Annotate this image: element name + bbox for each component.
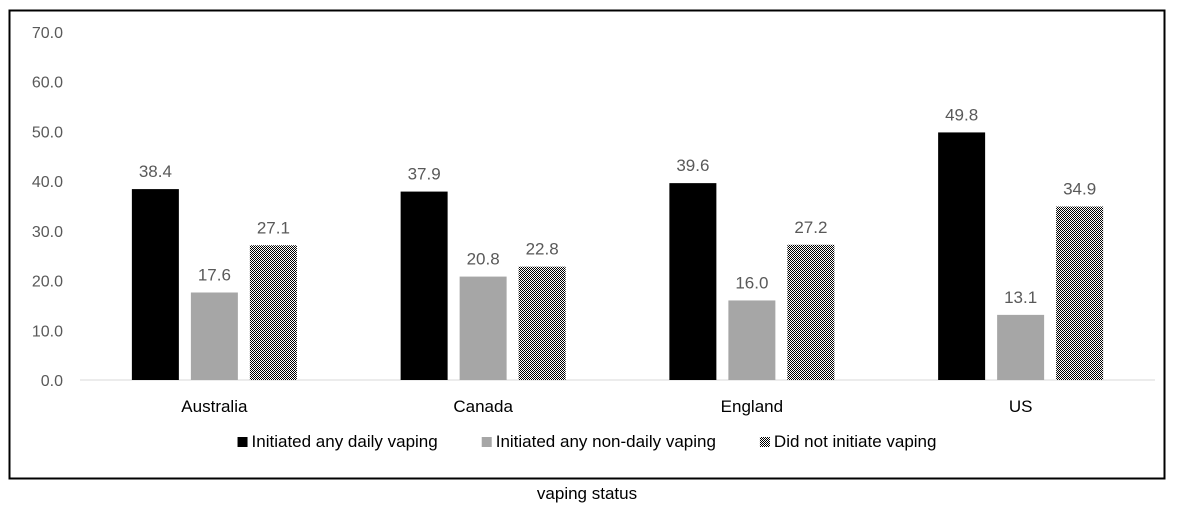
data-label: 17.6 (198, 266, 231, 285)
bar-canada-series-3 (518, 266, 566, 380)
bar-us-series-2 (997, 314, 1045, 380)
data-label: 13.1 (1004, 288, 1037, 307)
legend-item: Initiated any non-daily vaping (481, 432, 716, 451)
data-label: 38.4 (139, 162, 172, 181)
data-label: 39.6 (676, 156, 709, 175)
y-tick-label: 40.0 (32, 174, 63, 191)
bar-england-series-2 (728, 300, 776, 380)
data-labels: 38.4 17.6 27.1 37.9 20.8 22.8 39.6 16.0 27.2 49.8… (139, 105, 1096, 306)
y-tick-label: 50.0 (32, 124, 63, 141)
y-tick-label: 0.0 (41, 373, 63, 390)
bar-england-series-3 (787, 244, 835, 380)
y-tick-label: 60.0 (32, 75, 63, 92)
bar-canada-series-1 (400, 191, 448, 380)
legend-swatch (759, 437, 770, 447)
data-label: 49.8 (945, 105, 978, 124)
data-label: 27.2 (794, 218, 827, 237)
legend-label: Initiated any daily vaping (252, 432, 438, 451)
legend-label: Initiated any non-daily vaping (496, 432, 716, 451)
x-category-label: England (721, 397, 783, 416)
x-category-label: Canada (453, 397, 513, 416)
bar-canada-series-2 (459, 276, 507, 380)
data-label: 37.9 (408, 165, 441, 184)
bar-us-series-3 (1056, 206, 1104, 380)
bar-australia-series-2 (190, 292, 238, 380)
y-tick-label: 10.0 (32, 323, 63, 340)
bar-australia-series-1 (131, 189, 179, 380)
data-label: 20.8 (467, 250, 500, 269)
bar-australia-series-3 (249, 245, 297, 380)
legend-swatch (237, 437, 248, 447)
legend-item: Initiated any daily vaping (237, 432, 438, 451)
data-label: 22.8 (526, 240, 559, 259)
bars (131, 132, 1104, 380)
x-axis-title: vaping status (537, 484, 637, 503)
y-tick-label: 70.0 (32, 25, 63, 42)
y-tick-label: 30.0 (32, 224, 63, 241)
legend-label: Did not initiate vaping (774, 432, 937, 451)
data-label: 16.0 (735, 273, 768, 292)
legend-swatch (481, 437, 492, 447)
bar-us-series-1 (938, 132, 986, 380)
legend-item: Did not initiate vaping (759, 432, 937, 451)
legend: Initiated any daily vaping Initiated any … (237, 432, 937, 451)
x-axis-categories: Australia Canada England US (181, 397, 1032, 416)
x-category-label: Australia (181, 397, 248, 416)
y-axis: 0.0 10.0 20.0 30.0 40.0 50.0 60.0 70.0 (32, 25, 63, 390)
data-label: 27.1 (257, 218, 290, 237)
data-label: 34.9 (1063, 179, 1096, 198)
y-tick-label: 20.0 (32, 274, 63, 291)
bar-england-series-1 (669, 183, 717, 380)
x-category-label: US (1009, 397, 1033, 416)
